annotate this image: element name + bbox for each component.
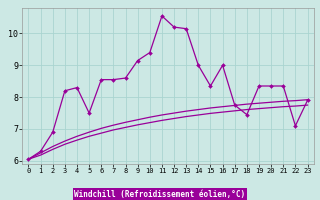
Text: Windchill (Refroidissement éolien,°C): Windchill (Refroidissement éolien,°C)	[75, 190, 245, 199]
